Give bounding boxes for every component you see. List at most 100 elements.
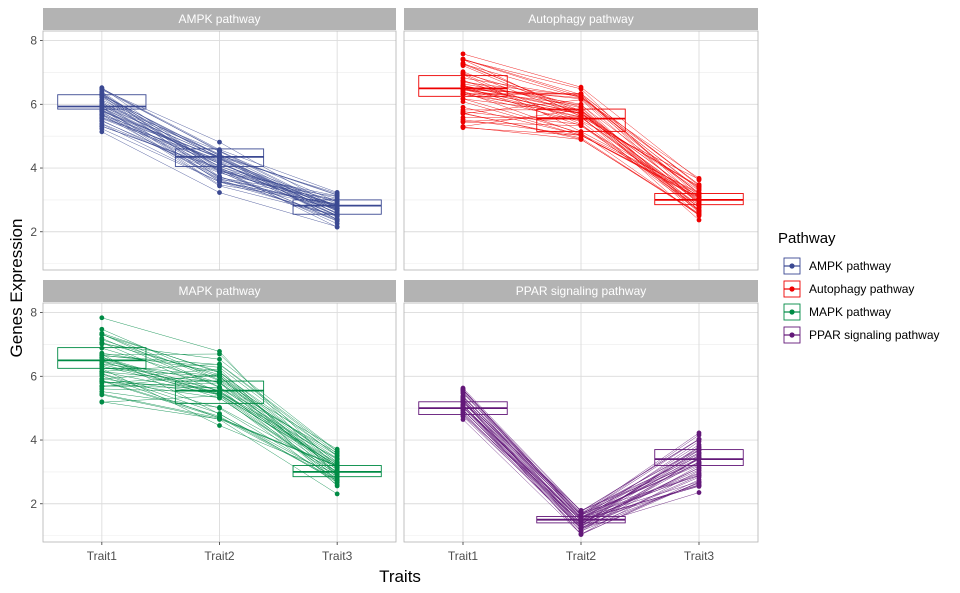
box (57, 347, 147, 369)
y-tick-label: 2 (30, 497, 37, 511)
sample-point (460, 96, 466, 102)
sample-point (696, 479, 702, 484)
sample-point (460, 115, 466, 120)
sample-point (578, 514, 584, 520)
sample-point (696, 490, 702, 495)
x-axis-ticks: Trait1 Trait2 Trait3 Trait1 Trait2 Trait3 (87, 542, 714, 563)
sample-point (460, 399, 466, 405)
sample-point (99, 399, 105, 405)
sample-point (99, 335, 105, 341)
legend-key-point (789, 263, 795, 269)
legend-label: Autophagy pathway (809, 282, 914, 296)
legend-key-point (789, 309, 795, 315)
box (57, 94, 147, 110)
sample-point (217, 380, 222, 386)
sample-point (99, 121, 105, 126)
sample-point (578, 95, 584, 101)
sample-point (334, 456, 340, 462)
legend-key-point (789, 332, 795, 338)
facet-panel: AMPK pathway 2 4 6 8 (30, 8, 397, 271)
x-tick-label: Trait3 (322, 549, 353, 563)
box (654, 449, 744, 466)
sample-point (334, 467, 340, 473)
facet-strip-label: Autophagy pathway (528, 12, 633, 26)
sample-point (217, 158, 222, 164)
legend-label: AMPK pathway (809, 259, 891, 273)
sample-point (460, 124, 466, 130)
sample-point (217, 178, 222, 184)
legend-key-point (789, 286, 795, 292)
sample-point (99, 378, 105, 384)
sample-point (460, 409, 466, 415)
sample-point (99, 326, 105, 332)
sample-point (696, 483, 702, 489)
sample-point (578, 522, 584, 528)
sample-point (578, 123, 584, 129)
y-tick-label: 6 (30, 97, 37, 111)
sample-point (696, 217, 702, 223)
y-tick-label: 4 (30, 433, 37, 447)
sample-point (217, 167, 222, 173)
legend: Pathway AMPK pathway Autophagy pathway MAP… (778, 230, 940, 344)
facet-strip-label: MAPK pathway (178, 284, 260, 298)
sample-point (696, 473, 702, 479)
sample-point (99, 386, 105, 392)
facet-strip (43, 280, 396, 302)
sample-point (99, 87, 105, 93)
sample-point (99, 129, 105, 135)
legend-item: PPAR signaling pathway (783, 326, 940, 344)
y-tick-label: 8 (30, 34, 37, 48)
x-tick-label: Trait1 (87, 549, 118, 563)
sample-point (578, 86, 584, 92)
x-axis-title: Traits (379, 567, 421, 586)
sample-point (460, 111, 466, 116)
sample-point (99, 392, 105, 398)
panel-border (403, 30, 759, 271)
sample-point (460, 104, 466, 110)
facet-strip-label: AMPK pathway (178, 12, 260, 26)
sample-point (460, 57, 466, 63)
sample-point (99, 353, 105, 358)
sample-point (696, 436, 702, 442)
legend-title: Pathway (778, 230, 836, 247)
sample-point (696, 194, 702, 200)
sample-point (696, 468, 702, 474)
x-tick-label: Trait2 (566, 549, 597, 563)
box (536, 108, 626, 132)
y-axis-title: Genes Expression (7, 219, 26, 358)
sample-point (460, 119, 466, 124)
sample-point (217, 416, 222, 422)
sample-point (334, 480, 340, 485)
sample-point (578, 137, 584, 142)
box (292, 199, 382, 215)
x-tick-label: Trait2 (204, 549, 235, 563)
sample-point (99, 98, 105, 104)
sample-point (578, 110, 584, 116)
sample-point (217, 148, 222, 154)
legend-item: AMPK pathway (783, 257, 891, 275)
sample-point (696, 204, 702, 210)
y-tick-label: 2 (30, 225, 37, 239)
sample-point (696, 444, 702, 449)
sample-point (217, 182, 222, 188)
sample-point (99, 345, 105, 351)
y-tick-label: 8 (30, 306, 37, 320)
sample-point (460, 387, 466, 393)
facet-strip (404, 8, 758, 30)
sample-point (217, 423, 222, 428)
sample-point (334, 192, 340, 198)
box (418, 75, 508, 97)
sample-point (217, 366, 222, 372)
sample-point (334, 224, 340, 230)
sample-point (217, 190, 222, 195)
panel-border (42, 30, 397, 271)
sample-point (696, 175, 702, 181)
facet-strip-label: PPAR signaling pathway (516, 284, 647, 298)
sample-point (334, 491, 340, 497)
sample-point (578, 101, 584, 107)
legend-item: MAPK pathway (783, 303, 891, 321)
sample-point (460, 417, 466, 422)
facet-strip (404, 280, 758, 302)
sample-point (696, 212, 702, 218)
